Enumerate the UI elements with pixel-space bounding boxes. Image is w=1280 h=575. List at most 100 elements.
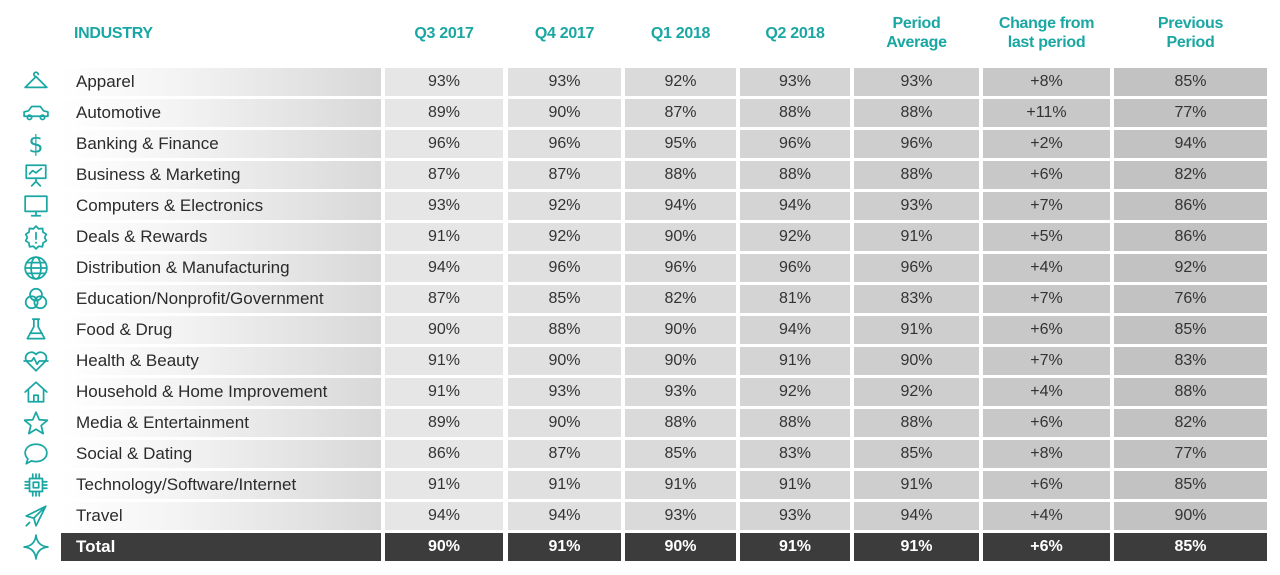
- value-cell: 83%: [854, 285, 979, 313]
- total-row: Total 90% 91% 90% 91% 91% +6% 85%: [0, 533, 1280, 561]
- value-cell: +4%: [983, 502, 1110, 530]
- value-cell: 90%: [385, 533, 503, 561]
- value-cell: +6%: [983, 471, 1110, 499]
- header-q4-2017: Q4 2017: [508, 0, 621, 66]
- table-row: Travel 94% 94% 93% 93% 94% +4% 90%: [0, 502, 1280, 530]
- value-cell: 87%: [385, 161, 503, 189]
- value-cell: +7%: [983, 285, 1110, 313]
- table-row: Household & Home Improvement 91% 93% 93% 92%…: [0, 378, 1280, 406]
- value-cell: 85%: [1114, 471, 1267, 499]
- value-cell: 92%: [740, 378, 850, 406]
- value-cell: 93%: [625, 502, 736, 530]
- value-cell: 81%: [740, 285, 850, 313]
- value-cell: 95%: [625, 130, 736, 158]
- value-cell: 91%: [740, 533, 850, 561]
- value-cell: 88%: [740, 161, 850, 189]
- value-cell: +6%: [983, 533, 1110, 561]
- value-cell: 91%: [385, 347, 503, 375]
- value-cell: 83%: [1114, 347, 1267, 375]
- value-cell: 91%: [385, 378, 503, 406]
- value-cell: +6%: [983, 316, 1110, 344]
- industry-label: Total: [61, 533, 381, 561]
- value-cell: 88%: [854, 99, 979, 127]
- value-cell: 90%: [625, 533, 736, 561]
- globe-icon: [15, 254, 57, 282]
- industry-label: Computers & Electronics: [61, 192, 381, 220]
- header-line: Period: [1166, 34, 1215, 51]
- industry-label: Household & Home Improvement: [61, 378, 381, 406]
- airplane-icon: [15, 502, 57, 530]
- heartbeat-icon: [15, 347, 57, 375]
- value-cell: 77%: [1114, 440, 1267, 468]
- value-cell: +6%: [983, 161, 1110, 189]
- value-cell: 93%: [385, 192, 503, 220]
- value-cell: 94%: [385, 502, 503, 530]
- value-cell: 91%: [508, 471, 621, 499]
- value-cell: 88%: [854, 409, 979, 437]
- value-cell: +5%: [983, 223, 1110, 251]
- header-line: Average: [886, 34, 947, 51]
- industry-label: Apparel: [61, 68, 381, 96]
- value-cell: +7%: [983, 347, 1110, 375]
- svg-text:$: $: [28, 131, 43, 159]
- dollar-icon: $: [15, 130, 57, 159]
- value-cell: +8%: [983, 68, 1110, 96]
- chip-icon: [15, 471, 57, 499]
- value-cell: +7%: [983, 192, 1110, 220]
- value-cell: 87%: [508, 440, 621, 468]
- industry-label: Travel: [61, 502, 381, 530]
- table-row: Apparel 93% 93% 92% 93% 93% +8% 85%: [0, 68, 1280, 96]
- value-cell: 90%: [625, 347, 736, 375]
- table-row: $ Banking & Finance 96% 96% 95% 96% 96% +2% 94%: [0, 130, 1280, 159]
- table-row: Business & Marketing 87% 87% 88% 88% 88% +6% 82…: [0, 161, 1280, 189]
- value-cell: 82%: [625, 285, 736, 313]
- industry-label: Deals & Rewards: [61, 223, 381, 251]
- header-line: Q3 2017: [414, 24, 474, 42]
- value-cell: 90%: [625, 316, 736, 344]
- table-row: Distribution & Manufacturing 94% 96% 96% 96%…: [0, 254, 1280, 282]
- value-cell: 91%: [385, 223, 503, 251]
- header-line: Period: [892, 15, 941, 32]
- table-row: Health & Beauty 91% 90% 90% 91% 90% +7% 83%: [0, 347, 1280, 375]
- hanger-icon: [15, 68, 57, 96]
- value-cell: 94%: [1114, 130, 1267, 158]
- value-cell: 91%: [625, 471, 736, 499]
- value-cell: 92%: [740, 223, 850, 251]
- value-cell: 90%: [1114, 502, 1267, 530]
- value-cell: 92%: [508, 192, 621, 220]
- header-previous: Previous Period: [1114, 0, 1267, 66]
- industry-label: Distribution & Manufacturing: [61, 254, 381, 282]
- value-cell: 90%: [508, 99, 621, 127]
- value-cell: 89%: [385, 409, 503, 437]
- value-cell: 88%: [1114, 378, 1267, 406]
- header-q1-2018: Q1 2018: [625, 0, 736, 66]
- value-cell: 90%: [625, 223, 736, 251]
- value-cell: 85%: [625, 440, 736, 468]
- value-cell: 86%: [385, 440, 503, 468]
- value-cell: 91%: [385, 471, 503, 499]
- industry-label: Business & Marketing: [61, 161, 381, 189]
- value-cell: 94%: [385, 254, 503, 282]
- car-icon: [15, 99, 57, 127]
- value-cell: 96%: [508, 254, 621, 282]
- value-cell: 82%: [1114, 161, 1267, 189]
- table-row: Technology/Software/Internet 91% 91% 91% 91%…: [0, 471, 1280, 499]
- header-line: Change from: [998, 15, 1095, 32]
- value-cell: 91%: [854, 471, 979, 499]
- value-cell: 91%: [854, 223, 979, 251]
- presentation-icon: [15, 161, 57, 189]
- value-cell: 93%: [854, 192, 979, 220]
- header-line: Q2 2018: [765, 24, 825, 42]
- value-cell: 92%: [508, 223, 621, 251]
- value-cell: 96%: [854, 130, 979, 158]
- value-cell: 91%: [508, 533, 621, 561]
- industry-label: Technology/Software/Internet: [61, 471, 381, 499]
- industry-label: Automotive: [61, 99, 381, 127]
- value-cell: 90%: [854, 347, 979, 375]
- industry-label: Social & Dating: [61, 440, 381, 468]
- badge-alert-icon: [15, 223, 57, 251]
- chat-bubble-icon: [15, 440, 57, 468]
- star-icon: [15, 409, 57, 437]
- value-cell: 87%: [508, 161, 621, 189]
- flask-icon: [15, 316, 57, 344]
